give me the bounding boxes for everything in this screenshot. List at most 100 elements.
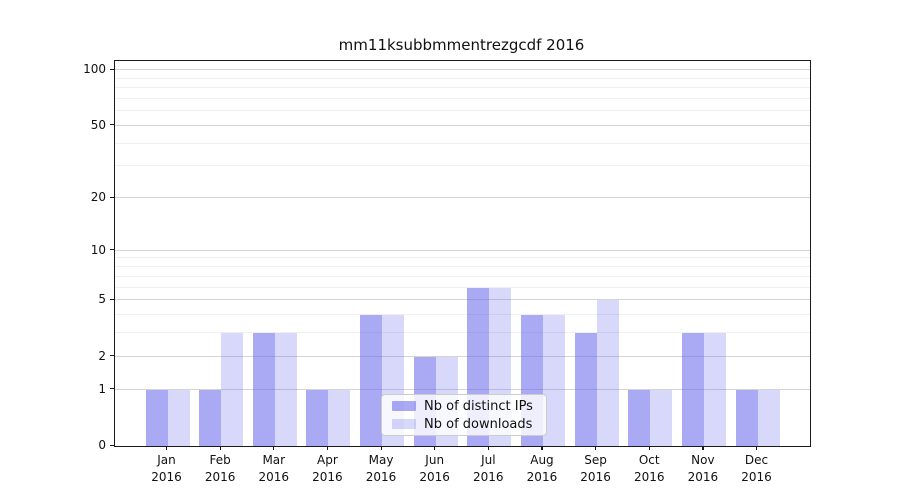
x-tick-month: Aug xyxy=(530,453,554,467)
x-tick-mark xyxy=(595,446,597,450)
x-tick-month: Jan xyxy=(157,453,176,467)
x-tick-month: May xyxy=(368,453,394,467)
x-tick-mark xyxy=(648,446,650,450)
bar-downloads-dec xyxy=(757,389,780,446)
x-tick-year: 2016 xyxy=(473,470,504,484)
chart-title: mm11ksubbmmentrezgcdf 2016 xyxy=(338,36,585,54)
major-gridline xyxy=(115,299,810,301)
bar-distinct-ips-dec xyxy=(735,389,758,446)
x-tick-label-aug: Aug 2016 xyxy=(515,452,569,486)
legend-entry-downloads: Nb of downloads xyxy=(382,417,546,432)
bar-downloads-mar xyxy=(274,333,297,446)
x-tick-mark xyxy=(326,446,329,450)
x-tick-year: 2016 xyxy=(204,470,236,484)
minor-gridline xyxy=(115,257,810,259)
y-tick-label: 100 xyxy=(83,62,106,77)
minor-gridline xyxy=(115,87,810,89)
y-tick-mark xyxy=(110,249,114,251)
legend-entry-distinct-ips: Nb of distinct IPs xyxy=(382,399,546,414)
x-tick-label-oct: Oct 2016 xyxy=(622,452,676,486)
y-tick-mark xyxy=(110,444,114,446)
y-tick-mark xyxy=(110,68,114,70)
x-tick-month: Apr xyxy=(317,453,338,467)
x-tick-month: Jun xyxy=(425,453,445,467)
major-gridline xyxy=(115,69,810,71)
minor-gridline xyxy=(115,142,810,144)
major-gridline xyxy=(115,124,810,126)
x-tick-month: Feb xyxy=(209,453,231,467)
y-tick-label: 20 xyxy=(90,190,106,205)
x-tick-mark xyxy=(380,446,382,450)
bar-downloads-sep xyxy=(596,300,619,446)
y-tick-mark xyxy=(110,196,114,198)
major-gridline xyxy=(115,388,810,390)
x-tick-year: 2016 xyxy=(151,470,182,484)
x-tick-year: 2016 xyxy=(580,470,611,484)
x-tick-year: 2016 xyxy=(741,470,772,484)
major-gridline xyxy=(115,355,810,357)
x-tick-month: Oct xyxy=(638,453,660,467)
minor-gridline xyxy=(115,275,810,277)
x-tick-label-mar: Mar 2016 xyxy=(247,452,301,486)
x-tick-year: 2016 xyxy=(633,470,665,484)
legend-label-distinct-ips: Nb of distinct IPs xyxy=(424,398,533,414)
bar-downloads-aug xyxy=(542,314,565,446)
y-tick-label: 50 xyxy=(90,117,106,132)
x-tick-month: Jul xyxy=(481,453,496,467)
legend-swatch-distinct-ips xyxy=(392,401,416,411)
bar-distinct-ips-mar xyxy=(252,333,275,446)
y-tick-mark xyxy=(110,124,114,126)
x-tick-label-jun: Jun 2016 xyxy=(408,452,462,486)
y-tick-label: 0 xyxy=(98,438,106,452)
major-gridline xyxy=(115,197,810,199)
y-tick-label: 1 xyxy=(98,381,106,396)
major-gridline xyxy=(115,249,810,251)
bar-distinct-ips-may xyxy=(360,314,383,446)
minor-gridline xyxy=(115,77,810,79)
legend-label-downloads: Nb of downloads xyxy=(424,416,533,432)
x-tick-year: 2016 xyxy=(419,470,450,484)
x-tick-mark xyxy=(541,446,543,450)
x-tick-mark xyxy=(166,446,168,450)
x-tick-month: Nov xyxy=(691,453,715,467)
minor-gridline xyxy=(115,97,810,99)
x-tick-year: 2016 xyxy=(687,470,719,484)
y-tick-label: 10 xyxy=(90,242,106,257)
y-tick-mark xyxy=(110,298,114,300)
bar-downloads-nov xyxy=(703,333,726,446)
minor-gridline xyxy=(115,286,810,288)
x-tick-label-apr: Apr 2016 xyxy=(300,452,354,486)
x-tick-label-sep: Sep 2016 xyxy=(569,452,623,486)
legend: Nb of distinct IPs Nb of downloads xyxy=(381,394,547,436)
x-tick-year: 2016 xyxy=(526,470,558,484)
x-tick-mark xyxy=(434,446,436,450)
bar-distinct-ips-sep xyxy=(574,333,597,446)
bar-distinct-ips-nov xyxy=(681,333,704,446)
minor-gridline xyxy=(115,165,810,167)
x-tick-mark xyxy=(487,446,489,450)
minor-gridline xyxy=(115,313,810,315)
x-tick-month: Dec xyxy=(744,453,769,467)
x-tick-mark xyxy=(756,446,758,450)
bar-distinct-ips-apr xyxy=(306,389,329,446)
x-tick-label-may: May 2016 xyxy=(354,452,408,486)
y-tick-mark xyxy=(110,388,114,390)
bar-downloads-jan xyxy=(167,389,190,446)
x-tick-label-nov: Nov 2016 xyxy=(676,452,730,486)
bar-downloads-oct xyxy=(650,389,673,446)
x-tick-month: Mar xyxy=(262,453,286,467)
plot-area: Nb of distinct IPs Nb of downloads xyxy=(114,60,811,447)
x-tick-label-feb: Feb 2016 xyxy=(193,452,247,486)
bar-distinct-ips-oct xyxy=(628,389,651,446)
x-tick-mark xyxy=(219,446,221,450)
x-tick-year: 2016 xyxy=(258,470,290,484)
x-tick-mark xyxy=(273,446,275,450)
y-tick-label: 5 xyxy=(98,292,106,307)
x-tick-mark xyxy=(702,446,704,450)
bar-downloads-feb xyxy=(221,333,244,446)
x-tick-year: 2016 xyxy=(312,470,343,484)
y-tick-label: 2 xyxy=(98,348,106,363)
x-tick-label-jul: Jul 2016 xyxy=(461,452,515,486)
x-tick-month: Sep xyxy=(584,453,607,467)
